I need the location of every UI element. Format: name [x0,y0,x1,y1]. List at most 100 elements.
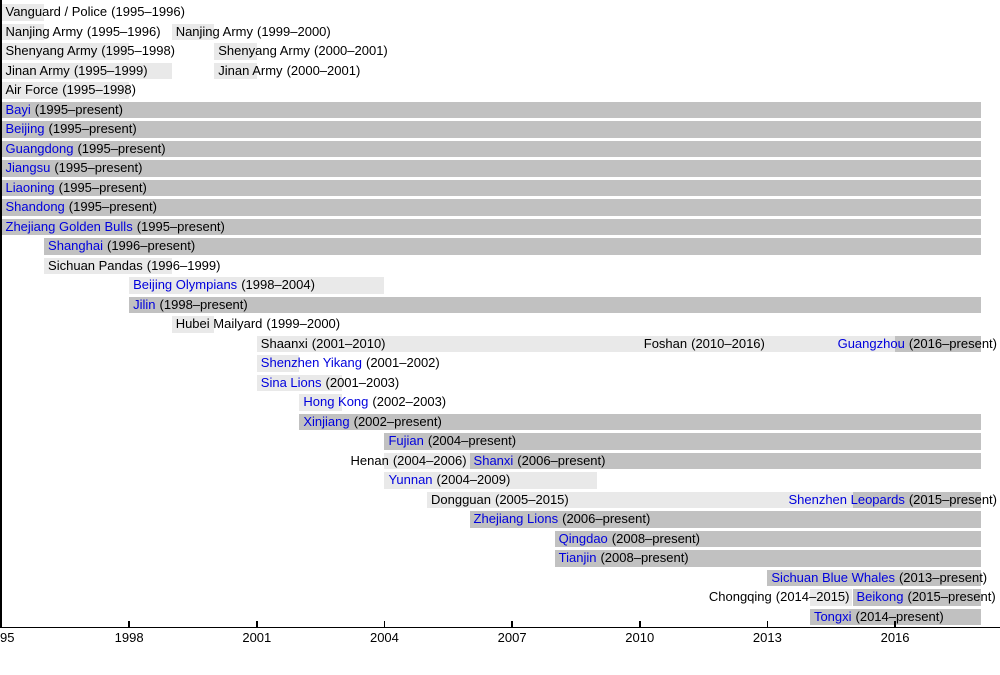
team-link[interactable]: Jilin [133,296,156,312]
timeline-bar [129,277,385,294]
team-label: Shenzhen Leopards (2015–present) [788,492,997,509]
team-label: Hong Kong (2002–2003) [303,394,446,411]
team-label: Shanghai (1996–present) [48,238,195,255]
timeline-bar [895,335,981,352]
team-name: Henan [350,452,389,468]
team-period: (2010–2016) [691,335,765,351]
team-period: (1995–present) [68,199,157,214]
team-name: Jinan Army [218,62,283,78]
axis-tick-label: 95 [0,630,15,645]
team-link[interactable]: Shenzhen Yikang [260,355,362,370]
team-link[interactable]: Guangzhou [837,335,905,351]
team-name: Foshan [643,335,688,351]
team-link[interactable]: Yunnan [388,472,433,487]
team-period: (2005–2015) [495,491,569,507]
team-name: Jinan Army [5,62,70,78]
timeline-bar [469,511,981,528]
timeline-bar [1,140,981,157]
team-period: (2008–present) [600,550,689,565]
team-name: Shenyang Army [218,43,311,58]
team-link[interactable]: Shenzhen Leopards [788,491,905,507]
team-period: (1995–present) [34,101,123,117]
team-label: Sichuan Pandas (1996–1999) [48,258,220,275]
team-name: Hubei Mailyard [175,316,263,331]
timeline-bar [171,23,215,40]
team-link[interactable]: Fujian [388,433,424,448]
team-link[interactable]: Shanghai [48,238,103,253]
timeline-bar [1,179,981,196]
team-link[interactable]: Bayi [5,101,31,117]
team-period: (1995–1996) [86,23,161,39]
team-name: Shaanxi [260,335,308,351]
team-name: Sichuan Pandas [48,257,143,273]
team-link[interactable]: Sichuan Blue Whales [771,569,895,585]
team-label: Tianjin (2008–present) [559,550,689,567]
team-period: (2000–2001) [314,43,388,58]
axis-tick [894,620,896,627]
team-period: (1998–2004) [241,277,315,292]
timeline-bar [469,452,981,469]
team-period: (1995–present) [58,179,147,195]
team-period: (2006–present) [562,511,651,526]
team-link[interactable]: Beikong [856,589,904,604]
team-period: (1995–present) [54,160,143,175]
timeline-bar [1,160,981,177]
team-period: (2004–present) [427,433,517,448]
team-period: (2002–2003) [372,394,447,409]
team-link[interactable]: Sina Lions [260,374,322,390]
timeline-bar [1,121,981,138]
timeline-bar [852,589,981,606]
timeline-bar [554,550,981,567]
team-label: Sina Lions (2001–2003) [261,375,399,392]
team-link[interactable]: Tongxi [813,608,852,624]
timeline-bar [214,43,257,60]
axis-tick [128,620,130,627]
team-link[interactable]: Beijing [5,121,45,136]
team-link[interactable]: Xinjiang [303,413,350,429]
team-label: Foshan (2010–2016) [644,336,765,353]
timeline-bar [809,608,981,625]
team-link[interactable]: Zhejiang Golden Bulls [5,218,133,234]
team-label: Liaoning (1995–present) [6,180,147,197]
team-period: (2001–2003) [325,374,400,390]
team-link[interactable]: Jiangsu [5,160,51,175]
timeline-bar [1,4,45,21]
team-label: Jinan Army (1995–1999) [6,63,148,80]
axis-tick [511,620,513,627]
team-period: (1995–present) [77,140,166,156]
team-period: (2006–present) [517,452,606,468]
team-period: (1995–1998) [101,43,176,58]
axis-tick [0,620,3,627]
team-period: (1999–2000) [266,316,341,331]
timeline-bar [44,238,981,255]
timeline-bar [384,433,981,450]
team-label: Nanjing Army (1999–2000) [176,24,331,41]
timeline-bar [256,335,640,352]
team-link[interactable]: Shanxi [473,452,514,468]
team-label: Sichuan Blue Whales (2013–present) [771,570,987,587]
timeline-bar [44,257,172,274]
timeline-bar [256,374,342,391]
team-period: (1995–present) [136,218,225,234]
team-link[interactable]: Tianjin [558,550,597,565]
team-link[interactable]: Beijing Olympians [133,277,238,292]
timeline-bar [1,82,130,99]
axis-tick [639,620,641,627]
team-period: (1995–1998) [62,82,136,97]
axis-tick-label: 2016 [880,630,910,645]
team-label: Zhejiang Golden Bulls (1995–present) [6,219,225,236]
timeline-bar [1,43,130,60]
axis-tick-label: 2010 [625,630,655,645]
team-period: (2008–present) [611,530,700,546]
team-link[interactable]: Hong Kong [303,394,369,409]
axis-tick [383,620,386,627]
team-period: (1999–2000) [257,23,331,39]
team-link[interactable]: Shandong [5,199,65,214]
team-link[interactable]: Guangdong [5,140,74,156]
team-link[interactable]: Qingdao [558,530,608,546]
timeline-bar [299,413,981,430]
team-label: Guangdong (1995–present) [6,141,166,158]
team-link[interactable]: Liaoning [5,179,55,195]
team-period: (1998–present) [159,296,248,312]
team-link[interactable]: Zhejiang Lions [473,511,559,526]
